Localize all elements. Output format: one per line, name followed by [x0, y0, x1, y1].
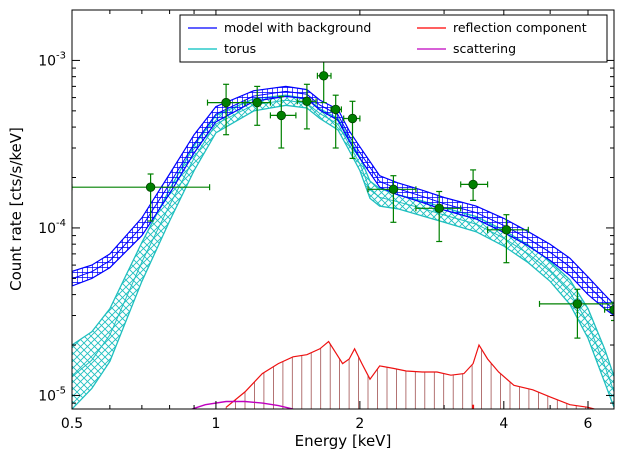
data-point [343, 100, 361, 159]
y-axis-label: Count rate [cts/s/keV] [7, 127, 25, 291]
model-mid-line [72, 90, 614, 311]
y-tick-label: 10-3 [38, 50, 66, 69]
y-tick-label: 10-5 [38, 385, 66, 404]
data-marker [252, 97, 262, 108]
x-tick-label: 2 [355, 416, 364, 432]
data-point [538, 288, 614, 339]
data-marker [276, 110, 287, 121]
legend-label-model: model with background [224, 20, 371, 35]
data-marker [434, 203, 444, 214]
data-marker [347, 113, 358, 124]
data-point [367, 175, 417, 223]
plot-frame [71, 9, 615, 410]
model-upper-line [72, 85, 614, 305]
legend-label-torus: torus [224, 41, 256, 56]
data-point [269, 95, 297, 149]
scattering-line [189, 400, 294, 409]
x-tick-label: 4 [499, 416, 508, 432]
legend-label-reflection: reflection component [453, 20, 587, 35]
legend: model with background reflection compone… [179, 14, 608, 63]
reflection-line [225, 340, 597, 409]
data-points [72, 59, 614, 339]
data-marker [302, 96, 312, 107]
torus-lower-line [72, 104, 614, 409]
data-marker [468, 179, 478, 190]
x-tick-label: 6 [584, 416, 593, 432]
data-marker [319, 71, 329, 81]
data-point [603, 301, 614, 322]
data-marker [609, 305, 614, 315]
x-tick-label: 1 [211, 416, 220, 432]
x-tick-label: 0.5 [61, 416, 83, 432]
data-point [330, 94, 342, 149]
data-point [415, 190, 462, 243]
data-marker [388, 184, 399, 195]
data-point [244, 85, 271, 126]
legend-label-scattering: scattering [453, 41, 516, 56]
data-point [487, 214, 529, 264]
y-tick-label: 10-4 [38, 218, 66, 237]
legend-box [179, 14, 608, 63]
data-marker [572, 299, 583, 309]
data-point [460, 169, 489, 201]
x-axis-label: Energy [keV] [295, 432, 392, 450]
data-point [72, 173, 211, 222]
data-point [206, 83, 246, 136]
data-marker [221, 97, 231, 108]
data-marker [331, 104, 341, 115]
torus-mid-line [72, 99, 614, 392]
data-point [296, 83, 317, 130]
data-marker [501, 225, 512, 235]
data-marker [145, 182, 156, 192]
